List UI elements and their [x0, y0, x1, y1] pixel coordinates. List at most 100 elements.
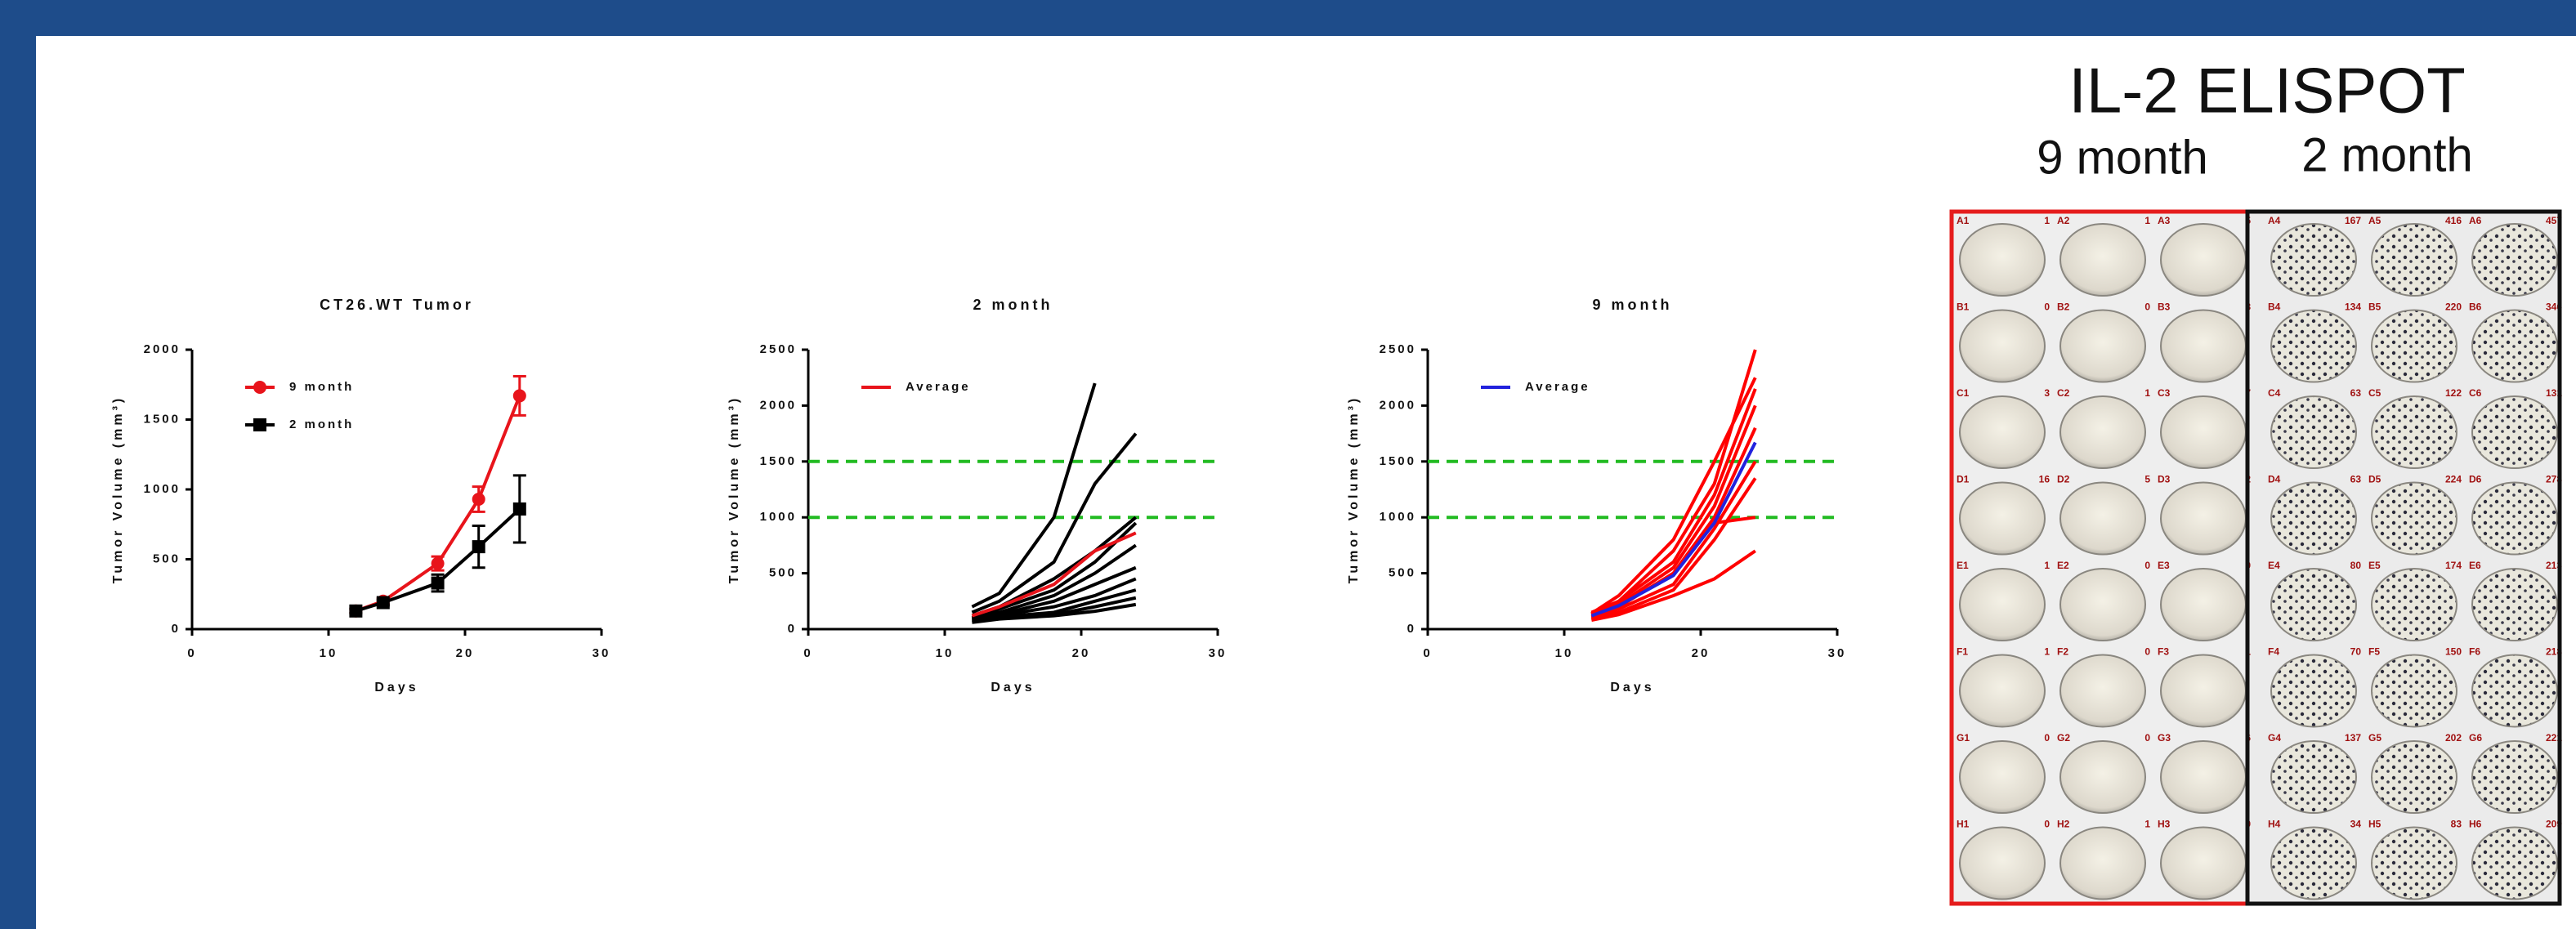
well-count: 416	[2445, 215, 2462, 226]
well	[2060, 655, 2145, 727]
well-label: D3	[2158, 474, 2171, 485]
well-label: A5	[2368, 215, 2381, 226]
well-label: C3	[2158, 387, 2171, 399]
legend-label: Average	[1525, 380, 1590, 394]
well	[1960, 741, 2045, 813]
y-tick-label: 1500	[1380, 454, 1416, 468]
well-count: 122	[2445, 387, 2462, 399]
well-count: 202	[2445, 732, 2462, 744]
well-label: F4	[2268, 646, 2279, 658]
well-label: B3	[2158, 301, 2171, 313]
y-tick-label: 0	[1407, 622, 1416, 636]
group-label: 2 month	[2301, 128, 2473, 181]
well-count: 134	[2345, 301, 2361, 313]
y-tick-label: 2000	[760, 398, 797, 412]
well	[2161, 741, 2246, 813]
page: IL-2 ELISPOT 9 month 2 month A11A21A35A4…	[0, 0, 2576, 929]
well	[2271, 396, 2356, 468]
point	[513, 502, 526, 516]
well-label: A4	[2268, 215, 2281, 226]
well-count: 16	[2039, 474, 2051, 485]
well-count: 80	[2350, 560, 2362, 571]
well	[2472, 310, 2557, 382]
legend-marker	[253, 381, 266, 394]
well	[1960, 396, 2045, 468]
point	[377, 596, 390, 610]
well-count: 34	[2350, 819, 2362, 830]
well	[2472, 224, 2557, 296]
well-label: A1	[1957, 215, 1970, 226]
well	[2372, 224, 2457, 296]
chart-title: CT26.WT Tumor	[320, 297, 474, 313]
well-label: C4	[2268, 387, 2281, 399]
well-count: 174	[2445, 560, 2462, 571]
legend-label: 9 month	[289, 380, 354, 394]
point	[349, 605, 362, 618]
well-label: F1	[1957, 646, 1968, 658]
well	[2161, 569, 2246, 641]
well-count: 0	[2144, 301, 2150, 313]
well	[2271, 224, 2356, 296]
y-tick-label: 2000	[144, 342, 181, 356]
well-label: H6	[2469, 819, 2482, 830]
x-axis-label: Days	[1610, 681, 1654, 695]
x-tick-label: 30	[1209, 646, 1228, 660]
y-axis-label: Tumor Volume (mm³)	[111, 395, 125, 584]
legend-label: 2 month	[289, 418, 354, 431]
well-label: H1	[1957, 819, 1970, 830]
well-count: 224	[2445, 474, 2462, 485]
well-count: 1	[2044, 560, 2050, 571]
well-label: H4	[2268, 819, 2281, 830]
well	[2271, 655, 2356, 727]
x-axis-label: Days	[374, 681, 418, 695]
well	[1960, 310, 2045, 382]
well	[2161, 655, 2246, 727]
well-count: 167	[2345, 215, 2361, 226]
well-label: E5	[2368, 560, 2381, 571]
well-label: E3	[2158, 560, 2170, 571]
well	[2161, 310, 2246, 382]
well-count: 70	[2350, 646, 2362, 658]
well-count: 3	[2044, 387, 2050, 399]
x-tick-label: 0	[1423, 646, 1432, 660]
well	[1960, 569, 2045, 641]
x-tick-label: 0	[803, 646, 812, 660]
well-label: B4	[2268, 301, 2281, 313]
well-label: E4	[2268, 560, 2280, 571]
well	[2060, 483, 2145, 555]
well-count: 1	[2144, 387, 2150, 399]
well	[2372, 483, 2457, 555]
y-tick-label: 2500	[760, 342, 797, 356]
y-tick-label: 1500	[144, 412, 181, 426]
y-tick-label: 0	[172, 622, 181, 636]
y-tick-label: 1000	[1380, 510, 1416, 524]
well-label: C6	[2469, 387, 2482, 399]
well	[2372, 655, 2457, 727]
well-count: 63	[2350, 387, 2362, 399]
well-count: 150	[2445, 646, 2462, 658]
well-count: 83	[2451, 819, 2462, 830]
well-count: 220	[2445, 301, 2462, 313]
well	[2271, 741, 2356, 813]
legend-label: Average	[906, 380, 971, 394]
well	[1960, 224, 2045, 296]
well	[2472, 569, 2557, 641]
well-label: G1	[1957, 732, 1970, 744]
x-tick-label: 30	[593, 646, 611, 660]
well-label: H2	[2057, 819, 2070, 830]
group-label: 9 month	[2037, 131, 2208, 184]
well-count: 1	[2044, 646, 2050, 658]
well	[2161, 396, 2246, 468]
well	[2372, 828, 2457, 900]
x-tick-label: 20	[1692, 646, 1711, 660]
well-label: G3	[2158, 732, 2171, 744]
elispot-title: IL-2 ELISPOT	[2068, 55, 2466, 127]
chart-title: 2 month	[973, 297, 1053, 313]
well	[1960, 655, 2045, 727]
well-label: A3	[2158, 215, 2171, 226]
well-label: C5	[2368, 387, 2381, 399]
well	[2271, 310, 2356, 382]
well-label: G2	[2057, 732, 2070, 744]
well	[2060, 741, 2145, 813]
well	[2060, 828, 2145, 900]
